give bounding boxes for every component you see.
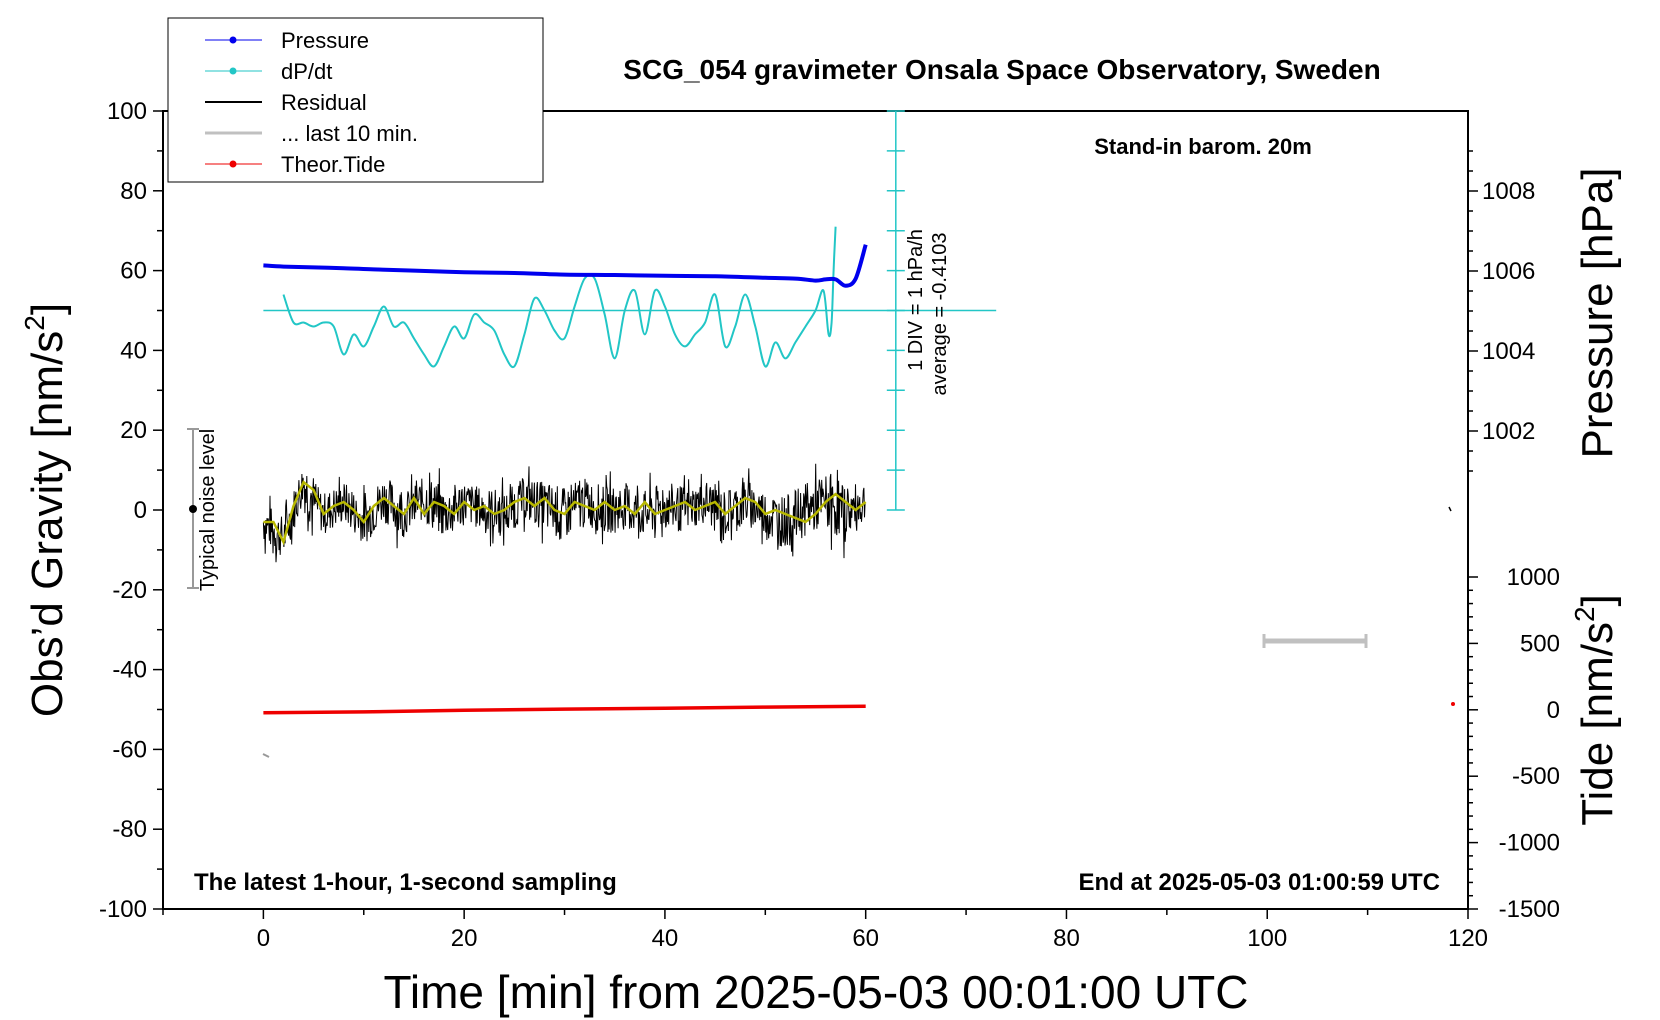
tick-labels: 0 20 40 60 80 100 120100806040200-20-40-60-80-… [99, 98, 1560, 952]
pressure-current-point [1448, 506, 1452, 512]
average-label: average = -0.4103 [929, 233, 951, 396]
series-theor-tide [263, 704, 866, 715]
x-tick-label: 80 [1053, 925, 1080, 952]
legend: Pressure dP/dt Residual ... last 10 min. The… [167, 17, 544, 183]
x-tick-label: 120 [1448, 925, 1488, 952]
residual-start-marker [262, 753, 270, 758]
series-residual [262, 463, 866, 563]
end-time-note: End at 2025-05-03 01:00:59 UTC [1079, 869, 1441, 896]
legend-box [167, 17, 544, 183]
y-tick-label: 60 [120, 258, 147, 285]
noise-level-bar [187, 428, 199, 589]
legend-label: Theor.Tide [281, 152, 385, 177]
chart-title: SCG_054 gravimeter Onsala Space Observat… [623, 54, 1380, 85]
y-axis-label-left-sup: 2 [19, 315, 50, 331]
tide-tick-label: -1500 [1499, 896, 1560, 923]
x-tick-label: 0 [257, 925, 270, 952]
legend-marker [229, 160, 237, 168]
series-layer [262, 226, 868, 715]
legend-label: Residual [281, 90, 367, 115]
y-axis-label-tide-end: ] [1573, 594, 1622, 606]
y-axis-label-left-end: ] [23, 303, 72, 315]
tide-tick-label: 500 [1520, 630, 1560, 657]
y-tick-label: -40 [112, 657, 147, 684]
pressure-tick-label: 1002 [1482, 418, 1535, 445]
y-tick-label: 0 [134, 497, 147, 524]
y-tick-label: -60 [112, 736, 147, 763]
x-tick-label: 100 [1247, 925, 1287, 952]
series-pressure [263, 244, 868, 288]
y-tick-label: 40 [120, 337, 147, 364]
pressure-tick-label: 1006 [1482, 258, 1535, 285]
y-tick-label: -80 [112, 816, 147, 843]
y-tick-label: 80 [120, 178, 147, 205]
x-tick-label: 40 [652, 925, 679, 952]
pressure-tick-label: 1008 [1482, 178, 1535, 205]
noise-level-label: Typical noise level [197, 429, 219, 591]
dpdt-scale-bar [263, 110, 997, 511]
x-axis-label: Time [min] from 2025-05-03 00:01:00 UTC [384, 966, 1249, 1018]
series-dpdt [282, 226, 837, 369]
pressure-tick-label: 1004 [1482, 338, 1535, 365]
tide-current-point [1451, 702, 1455, 706]
div-scale-label: 1 DIV = 1 hPa/h [905, 229, 927, 371]
series-residual-smoothed [263, 480, 867, 546]
y-tick-label: -20 [112, 577, 147, 604]
legend-label: dP/dt [281, 59, 332, 84]
sampling-note: The latest 1-hour, 1-second sampling [194, 869, 617, 896]
x-tick-label: 60 [852, 925, 879, 952]
y-tick-label: 20 [120, 417, 147, 444]
tide-tick-label: 1000 [1507, 564, 1560, 591]
y-tick-label: 100 [107, 98, 147, 125]
x-tick-label: 20 [451, 925, 478, 952]
y-axis-label-pressure: Pressure [hPa] [1573, 167, 1622, 458]
y-axis-label-tide: Tide [nm/s2] [1569, 594, 1622, 826]
legend-marker [229, 67, 237, 75]
tide-tick-label: -500 [1512, 763, 1560, 790]
axis-ticks [153, 110, 1478, 919]
y-axis-label-tide-main: Tide [nm/s [1573, 622, 1622, 826]
plot-frame [162, 110, 1469, 910]
legend-label: ... last 10 min. [281, 121, 418, 146]
y-tick-label: -100 [99, 896, 147, 923]
legend-marker [229, 36, 237, 44]
y-axis-label-left: Obs’d Gravity [nm/s2] [19, 303, 72, 717]
legend-label: Pressure [281, 28, 369, 53]
y-axis-label-tide-sup: 2 [1569, 606, 1600, 622]
barometer-note: Stand-in barom. 20m [1094, 134, 1312, 159]
tide-tick-label: 0 [1547, 697, 1560, 724]
tide-tick-label: -1000 [1499, 830, 1560, 857]
y-axis-label-left-main: Obs’d Gravity [nm/s [23, 331, 72, 717]
